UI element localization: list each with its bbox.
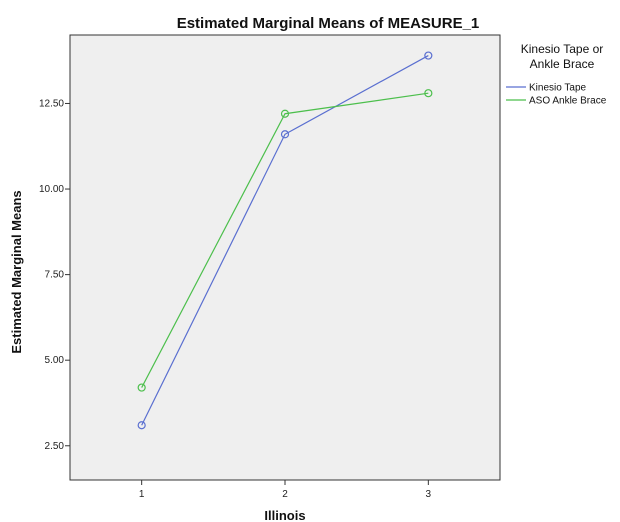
plot-area xyxy=(69,34,501,481)
y-axis-ticks: 2.50 5.00 7.50 10.00 12.50 xyxy=(39,98,70,452)
legend: Kinesio Tape or Ankle Brace Kinesio Tape… xyxy=(506,42,607,107)
data-point-marker xyxy=(280,130,290,139)
series-line-1 xyxy=(141,55,429,426)
chart-title: Estimated Marginal Means of MEASURE_1 xyxy=(177,15,480,32)
data-point-marker xyxy=(137,383,146,392)
series-line-2 xyxy=(141,92,429,388)
data-point-marker xyxy=(137,421,146,430)
x-axis-label: Illinois xyxy=(264,508,305,522)
data-point-marker xyxy=(424,89,433,98)
x-tick-label: 1 xyxy=(139,489,145,500)
y-tick-label: 5.00 xyxy=(45,355,65,366)
x-tick-label: 3 xyxy=(426,489,432,500)
legend-label-1: Kinesio Tape xyxy=(529,83,587,94)
legend-title-line-2: Ankle Brace xyxy=(530,57,595,71)
data-point-marker xyxy=(280,109,290,118)
series-layer xyxy=(137,51,433,430)
y-tick-label: 2.50 xyxy=(45,441,65,452)
x-tick-label: 2 xyxy=(282,489,288,500)
data-point-marker xyxy=(424,51,433,60)
y-tick-label: 10.00 xyxy=(39,184,64,195)
legend-label-2: ASO Ankle Brace xyxy=(529,96,607,107)
x-axis-ticks: 1 2 3 xyxy=(139,480,432,500)
y-tick-label: 7.50 xyxy=(45,270,65,281)
legend-title-line-1: Kinesio Tape or xyxy=(521,42,604,56)
y-tick-label: 12.50 xyxy=(39,98,64,109)
y-axis-label: Estimated Marginal Means xyxy=(9,190,24,353)
